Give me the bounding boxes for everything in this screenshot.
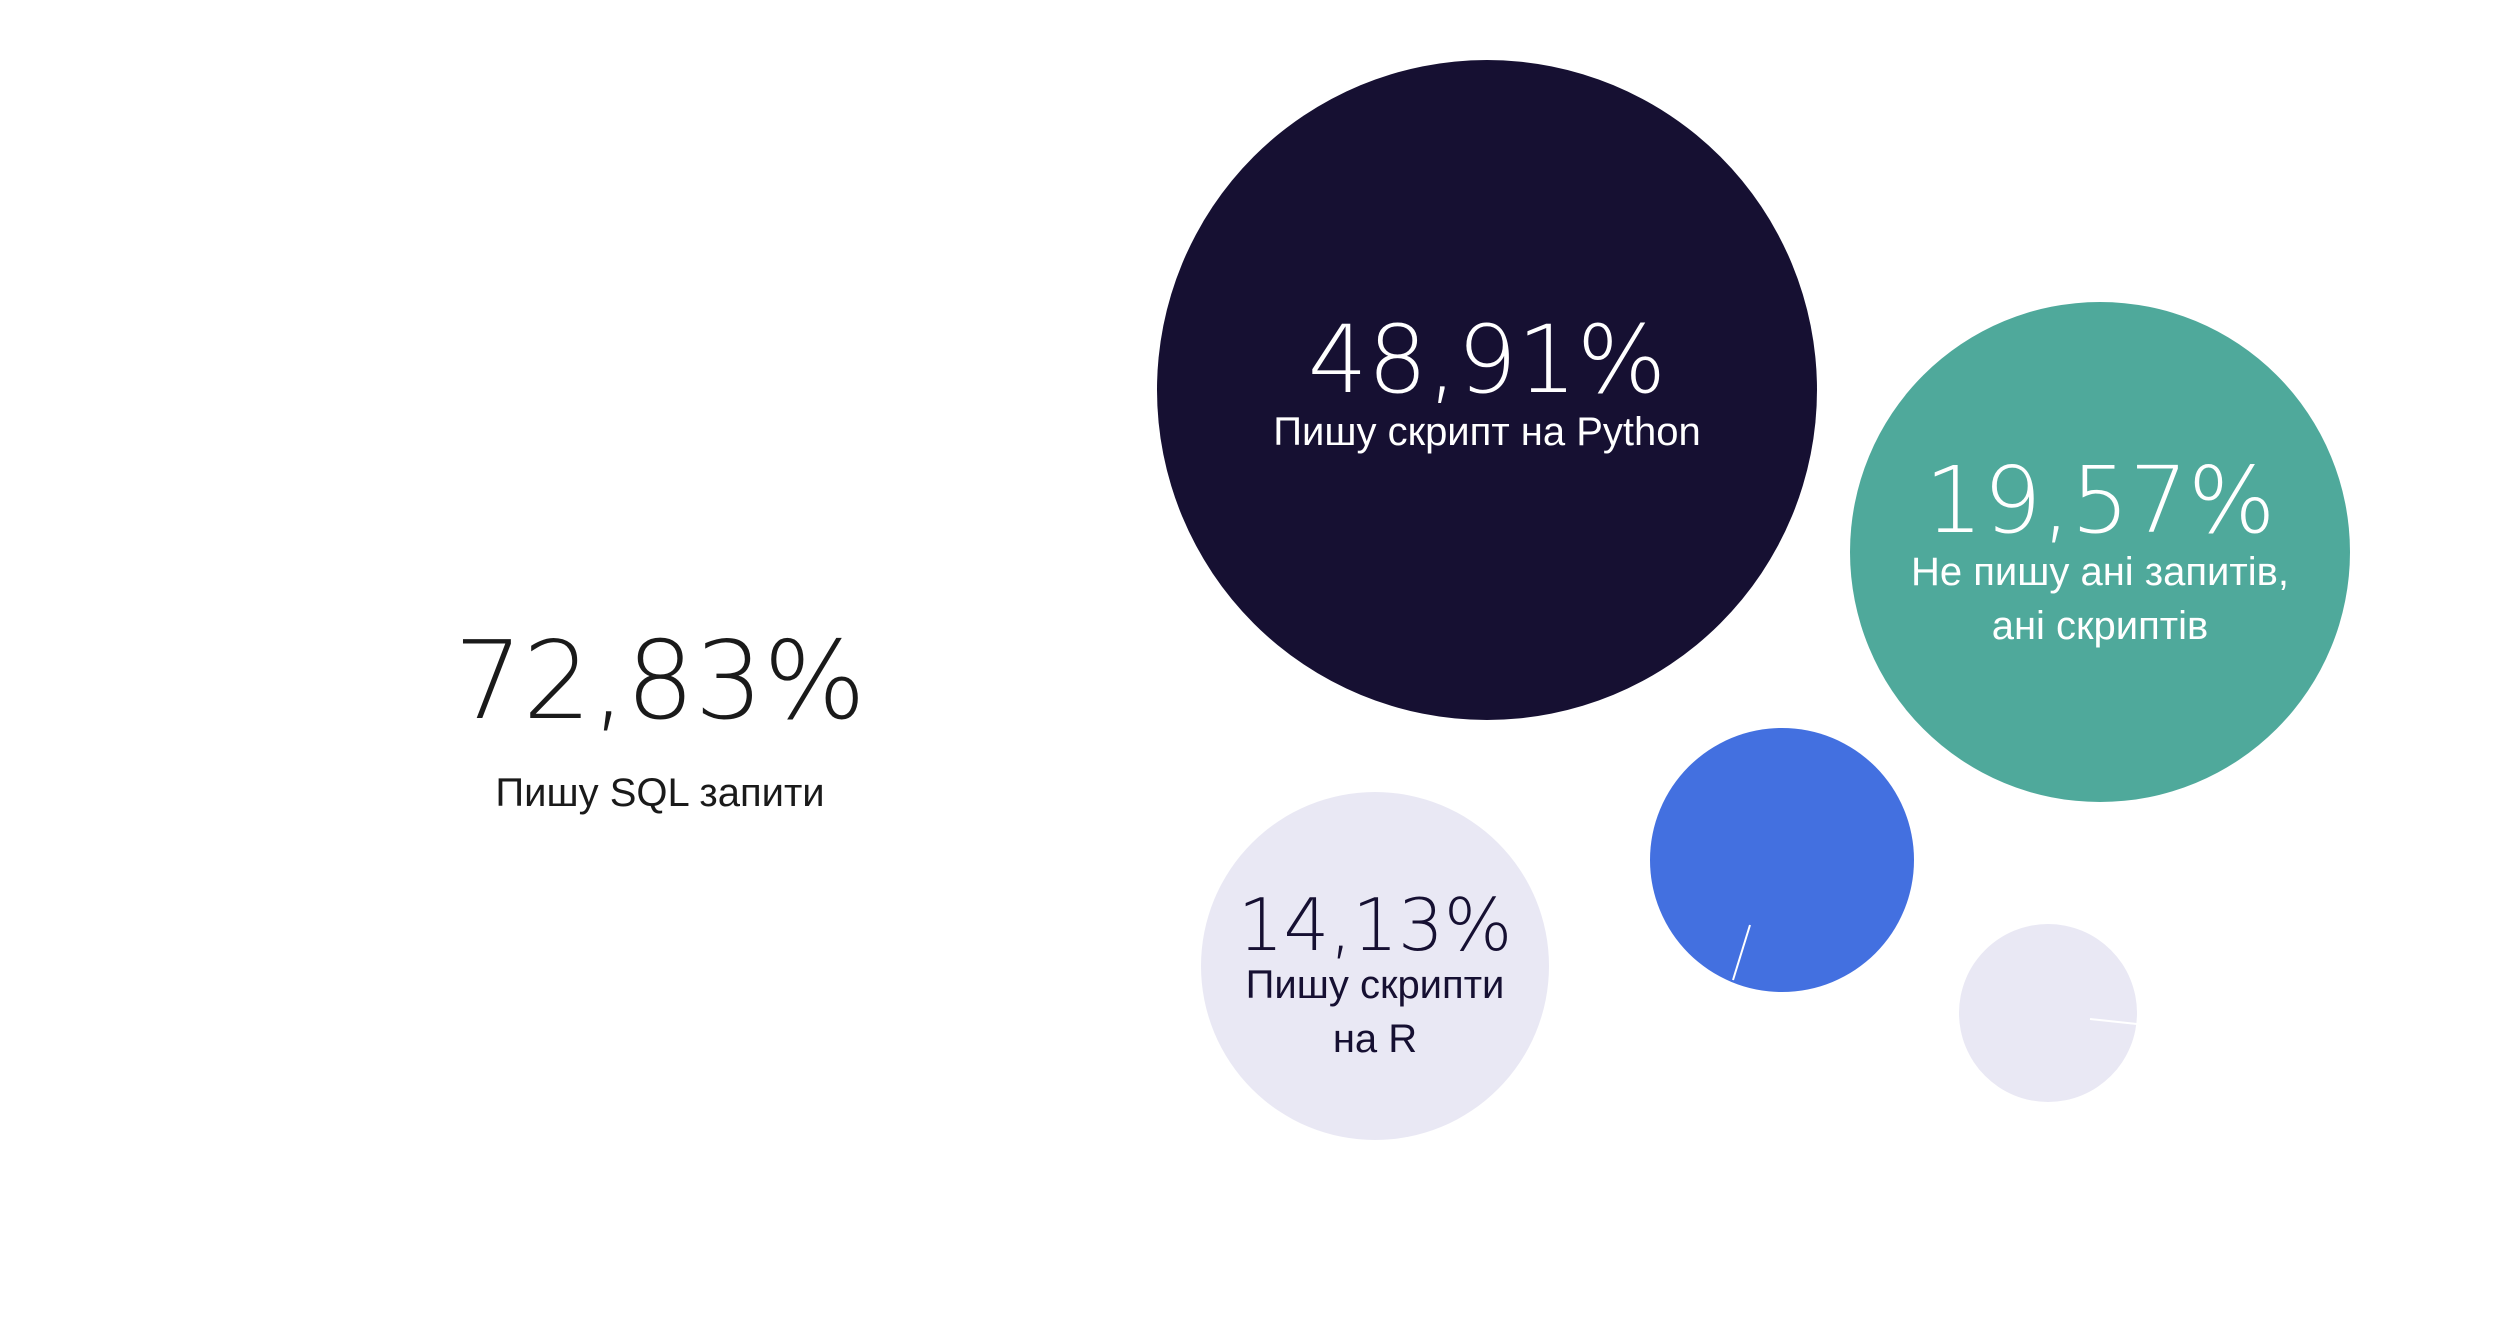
bubble-circle-python	[1157, 60, 1817, 720]
bubble-label-r: на R	[1333, 1017, 1417, 1061]
bubble-label-r: Пишу скрипти	[1246, 963, 1505, 1007]
bubble-circle-other_blue	[1650, 728, 1914, 992]
bubble-label-none: ані скриптів	[1992, 604, 2209, 648]
bubble-circle-other_light	[1959, 924, 2137, 1102]
slice-divider	[2089, 1018, 2138, 1025]
bubble-r: 14,13%Пишу скрипти на R	[1201, 792, 1549, 1140]
bubble-value-python: 48,91%	[1308, 306, 1666, 415]
bubble-label-none: Не пишу ані запитів,	[1911, 550, 2289, 594]
bubble-other_light	[1959, 924, 2137, 1102]
bubble-sql: 72,83% Пишу SQL запити	[454, 619, 866, 815]
bubble-value-r: 14,13%	[1238, 883, 1513, 967]
bubble-none: 19,57%Не пишу ані запитів, ані скриптів	[1850, 302, 2350, 802]
bubble-value-sql: 72,83%	[454, 619, 866, 744]
bubble-label-sql: Пишу SQL запити	[495, 771, 824, 815]
bubble-python: 48,91%Пишу скрипт на Python	[1157, 60, 1817, 720]
bubble-circle-r	[1201, 792, 1549, 1140]
slice-divider	[1732, 924, 1751, 981]
bubble-value-none: 19,57%	[1925, 447, 2276, 554]
bubble-other_blue	[1650, 728, 1914, 992]
bubble-circle-none	[1850, 302, 2350, 802]
bubble-label-python: Пишу скрипт на Python	[1273, 410, 1700, 454]
